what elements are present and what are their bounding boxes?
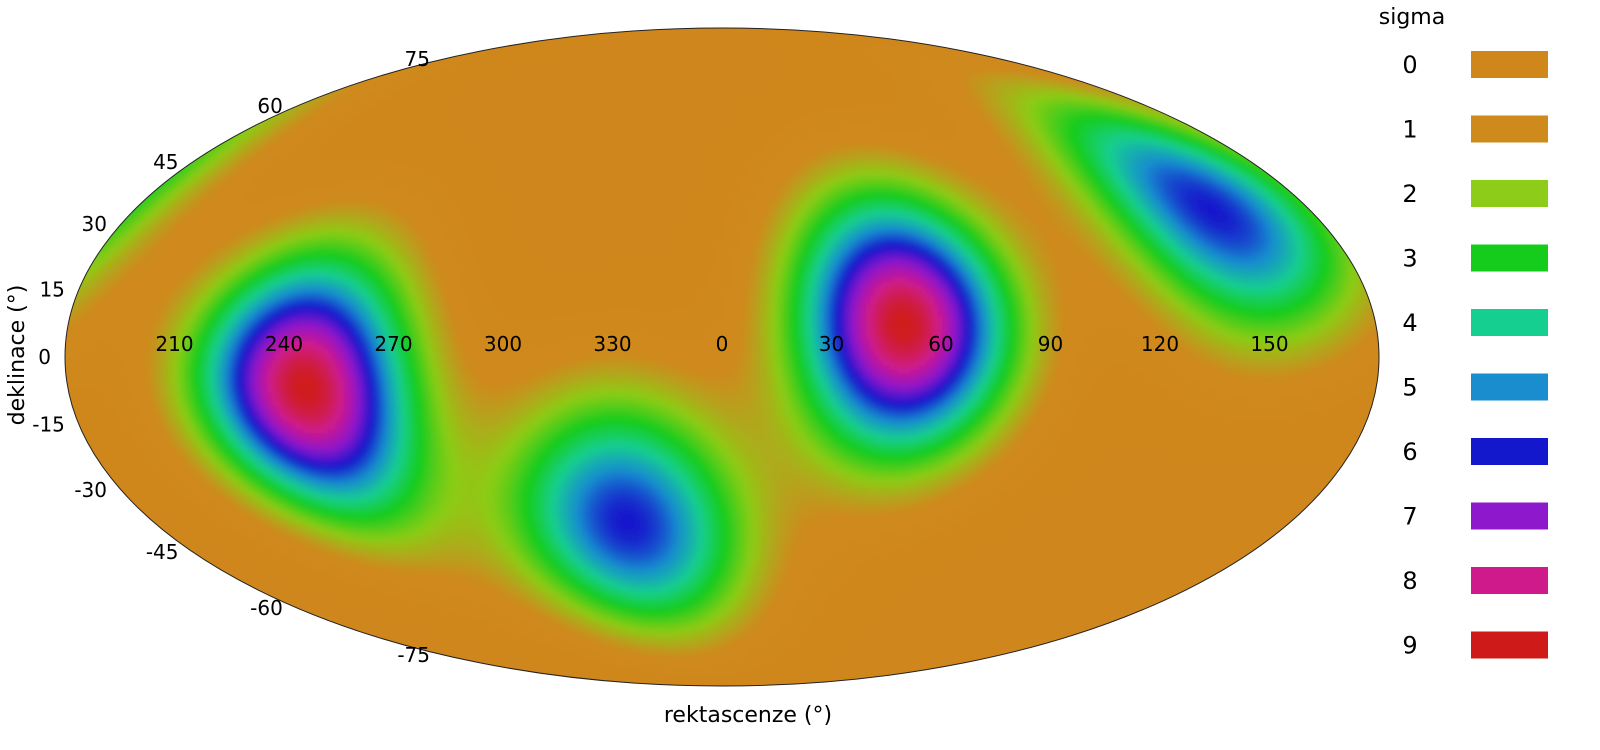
legend-label: 7 — [1402, 503, 1417, 531]
y-tick-label: 15 — [39, 278, 64, 302]
y-tick-label: 30 — [82, 212, 107, 236]
legend-swatch — [1471, 373, 1548, 401]
x-tick-label: 330 — [593, 332, 631, 356]
y-tick-labels: 75 60 45 30 15 0 -15 -30 -45 -60 -75 — [32, 47, 430, 667]
y-tick-label: -30 — [74, 478, 107, 502]
x-tick-label: 210 — [155, 332, 193, 356]
legend-label: 2 — [1402, 180, 1417, 208]
y-tick-label: 45 — [153, 150, 178, 174]
legend-label: 5 — [1402, 374, 1417, 402]
y-tick-label: 75 — [405, 47, 430, 71]
y-tick-label: -15 — [32, 412, 65, 436]
legend-swatch — [1471, 567, 1548, 594]
x-tick-label: 240 — [265, 332, 303, 356]
x-tick-label: 0 — [716, 332, 729, 356]
x-tick-label: 90 — [1038, 332, 1063, 356]
x-tick-label: 30 — [819, 332, 844, 356]
legend-swatch — [1471, 631, 1548, 659]
legend-swatch — [1471, 115, 1548, 143]
legend-label: 6 — [1402, 438, 1417, 466]
y-tick-label: 60 — [257, 94, 282, 118]
x-axis-label: rektascenze (°) — [664, 703, 832, 728]
legend-swatch — [1471, 502, 1548, 530]
legend-label: 4 — [1402, 309, 1417, 337]
y-axis-label: deklinace (°) — [5, 285, 30, 426]
y-tick-label: -75 — [397, 643, 430, 667]
legend: sigma 0 1 2 3 4 5 6 7 8 9 — [1379, 5, 1548, 660]
legend-label: 8 — [1402, 567, 1417, 595]
legend-label: 1 — [1402, 116, 1417, 144]
legend-label: 9 — [1402, 632, 1417, 660]
legend-swatch — [1471, 180, 1548, 207]
y-tick-label: -60 — [250, 596, 283, 620]
legend-swatch — [1471, 309, 1548, 336]
x-tick-label: 120 — [1141, 332, 1179, 356]
y-tick-label: -45 — [146, 540, 179, 564]
legend-label: 0 — [1402, 51, 1417, 79]
x-tick-label: 60 — [928, 332, 953, 356]
map-outline — [64, 27, 1380, 687]
x-tick-label: 300 — [484, 332, 522, 356]
legend-title: sigma — [1379, 5, 1445, 30]
x-tick-label: 270 — [374, 332, 412, 356]
legend-swatch — [1471, 244, 1548, 272]
legend-swatch — [1471, 51, 1548, 78]
x-tick-labels: 210 240 270 300 330 0 30 60 90 120 150 — [155, 332, 1288, 356]
y-tick-label: 0 — [38, 345, 51, 369]
legend-swatch — [1471, 438, 1548, 465]
x-tick-label: 150 — [1250, 332, 1288, 356]
legend-label: 3 — [1402, 245, 1417, 273]
